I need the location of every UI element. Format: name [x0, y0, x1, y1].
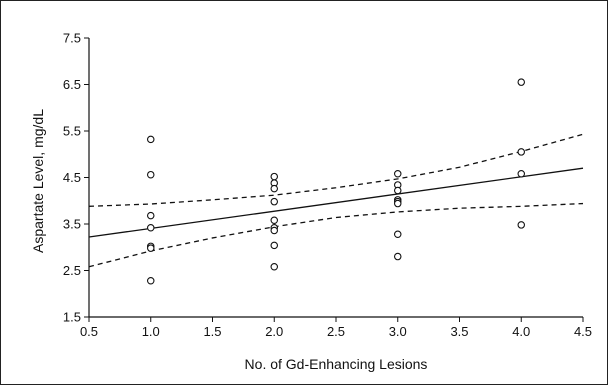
data-point: [270, 263, 278, 271]
x-tick-label: 0.5: [80, 324, 98, 339]
data-point: [147, 223, 155, 232]
y-axis-label: Aspartate Level, mg/dL: [30, 109, 46, 253]
y-tick-label: 6.5: [63, 77, 81, 92]
x-axis-label: No. of Gd-Enhancing Lesions: [245, 356, 428, 372]
data-point: [517, 78, 525, 86]
axes: 0.5 1.0 1.5 2.0 2.5 3.0 3.5 4.0 4.5 1.5 2.5 3.5 4.5 5…: [63, 31, 592, 340]
data-point: [270, 197, 278, 206]
ci-upper-line: [88, 133, 584, 207]
data-point: [517, 170, 525, 178]
y-tick-label: 5.5: [63, 124, 81, 139]
y-tick-label: 3.5: [63, 217, 81, 232]
x-tick-label: 3.0: [389, 324, 407, 339]
data-point: [393, 230, 402, 238]
regression-line-group: [88, 167, 584, 238]
data-point: [270, 226, 278, 235]
x-tick-label: 1.0: [142, 324, 160, 339]
data-point: [147, 170, 155, 179]
x-tick-label: 4.0: [512, 324, 530, 339]
data-point: [393, 252, 402, 261]
x-tick-label: 2.5: [327, 324, 345, 339]
data-point: [393, 170, 402, 178]
data-point: [147, 135, 155, 144]
regression-line: [88, 167, 584, 238]
x-tick-label: 3.5: [450, 324, 468, 339]
data-point: [270, 172, 278, 181]
data-point: [517, 221, 525, 229]
x-tick-label: 2.0: [265, 324, 283, 339]
data-points: [147, 78, 525, 285]
data-point: [517, 148, 525, 156]
ci-lower-line: [88, 202, 584, 268]
data-point: [270, 184, 278, 193]
confidence-bands: [88, 133, 584, 268]
y-tick-label: 2.5: [63, 263, 81, 278]
y-tick-label: 4.5: [63, 170, 81, 185]
y-tick-label: 1.5: [63, 310, 81, 325]
data-point: [393, 199, 402, 208]
data-point: [147, 211, 155, 220]
data-point: [270, 216, 278, 225]
x-tick-label: 4.5: [574, 324, 592, 339]
data-point: [147, 244, 155, 252]
x-tick-label: 1.5: [203, 324, 221, 339]
data-point: [270, 241, 278, 250]
y-tick-label: 7.5: [63, 31, 81, 46]
data-point: [147, 276, 155, 285]
data-point: [393, 186, 402, 195]
